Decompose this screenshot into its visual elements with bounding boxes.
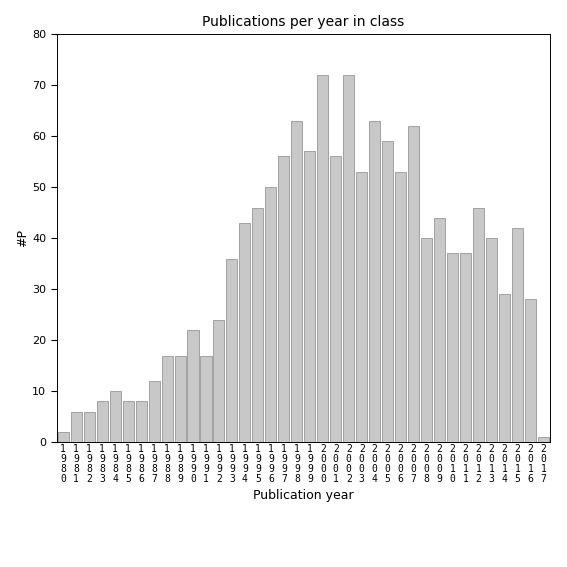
Bar <box>162 356 172 442</box>
X-axis label: Publication year: Publication year <box>253 489 354 502</box>
Bar <box>201 356 211 442</box>
Bar <box>395 172 406 442</box>
Bar <box>408 126 419 442</box>
Bar <box>486 238 497 442</box>
Bar <box>434 218 445 442</box>
Bar <box>318 75 328 442</box>
Bar <box>525 299 536 442</box>
Y-axis label: #P: #P <box>16 229 29 247</box>
Bar <box>122 401 134 442</box>
Bar <box>136 401 147 442</box>
Bar <box>278 156 289 442</box>
Title: Publications per year in class: Publications per year in class <box>202 15 404 29</box>
Bar <box>473 208 484 442</box>
Bar <box>265 187 276 442</box>
Bar <box>188 330 198 442</box>
Bar <box>382 141 393 442</box>
Bar <box>109 391 121 442</box>
Bar <box>460 253 471 442</box>
Bar <box>331 156 341 442</box>
Bar <box>447 253 458 442</box>
Bar <box>71 412 82 442</box>
Bar <box>84 412 95 442</box>
Bar <box>96 401 108 442</box>
Bar <box>239 223 251 442</box>
Bar <box>356 172 367 442</box>
Bar <box>304 151 315 442</box>
Bar <box>213 320 225 442</box>
Bar <box>175 356 185 442</box>
Bar <box>499 294 510 442</box>
Bar <box>149 381 159 442</box>
Bar <box>421 238 432 442</box>
Bar <box>369 121 380 442</box>
Bar <box>538 437 549 442</box>
Bar <box>226 259 238 442</box>
Bar <box>291 121 302 442</box>
Bar <box>252 208 264 442</box>
Bar <box>58 432 69 442</box>
Bar <box>512 228 523 442</box>
Bar <box>343 75 354 442</box>
